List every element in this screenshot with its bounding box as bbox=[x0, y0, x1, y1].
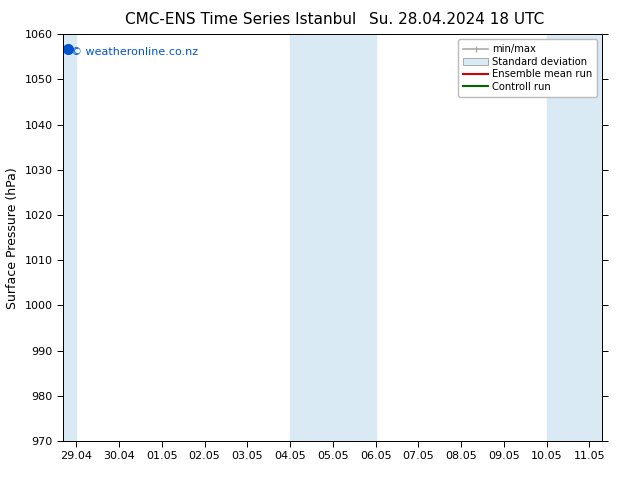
Text: Su. 28.04.2024 18 UTC: Su. 28.04.2024 18 UTC bbox=[369, 12, 544, 27]
Y-axis label: Surface Pressure (hPa): Surface Pressure (hPa) bbox=[6, 167, 19, 309]
Text: CMC-ENS Time Series Istanbul: CMC-ENS Time Series Istanbul bbox=[126, 12, 356, 27]
Bar bbox=[63, 34, 76, 441]
Bar bbox=[333, 34, 375, 441]
Bar bbox=[547, 34, 611, 441]
Bar bbox=[290, 34, 333, 441]
Legend: min/max, Standard deviation, Ensemble mean run, Controll run: min/max, Standard deviation, Ensemble me… bbox=[458, 39, 597, 97]
Text: © weatheronline.co.nz: © weatheronline.co.nz bbox=[72, 47, 198, 56]
